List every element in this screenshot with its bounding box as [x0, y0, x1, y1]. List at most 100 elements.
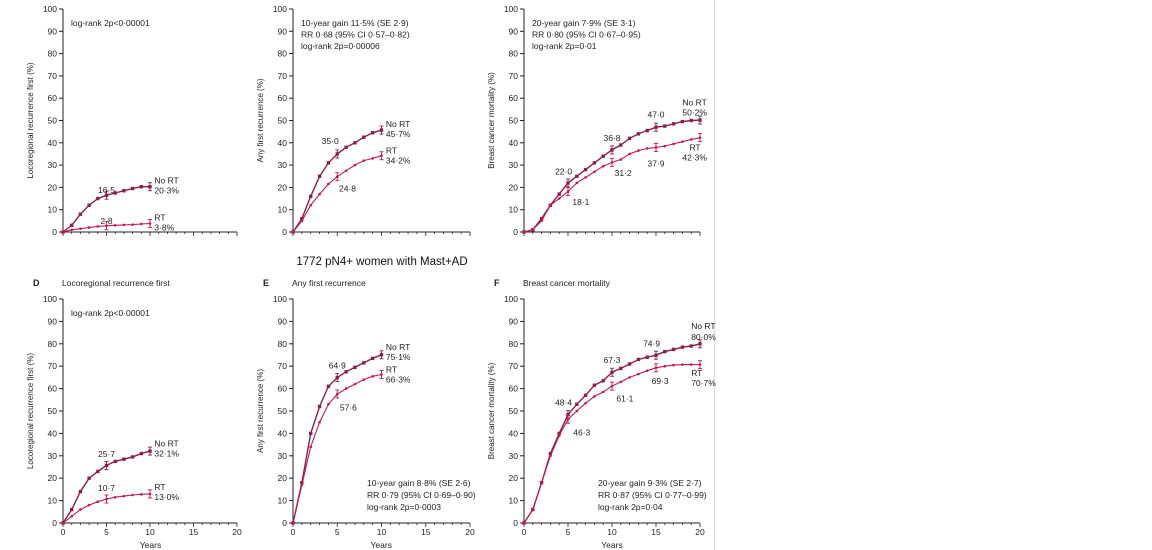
data-point-no-rt: [309, 431, 313, 436]
panel-divider: [714, 0, 715, 550]
data-label: No RT: [691, 321, 715, 331]
data-label: 57·6: [340, 403, 357, 413]
data-label: 37·9: [647, 158, 664, 168]
data-label: 80·0%: [691, 332, 716, 342]
stats-text: 10-year gain 8·8% (SE 2·6): [367, 478, 471, 488]
data-point-no-rt: [317, 404, 322, 409]
y-axis-label: Locoregional recurrence first (%): [26, 353, 35, 469]
y-tick-label: 60: [509, 384, 519, 394]
data-point-rt: [663, 144, 667, 148]
data-point-no-rt: [663, 349, 667, 354]
panel-c: 0 10 20 30 40 50 60 70 80 90 100 Breast cancer mort…: [487, 4, 707, 237]
data-point-rt: [87, 226, 91, 229]
data-point-rt: [113, 495, 117, 499]
data-point-no-rt: [122, 189, 126, 193]
data-point-no-rt: [130, 455, 135, 459]
y-axis-label: Breast cancer mortality (%): [487, 72, 496, 169]
data-point-no-rt: [627, 136, 632, 141]
data-point-rt: [318, 420, 321, 424]
x-tick-label: 15: [651, 527, 661, 537]
data-label: 50·2%: [682, 108, 707, 118]
y-tick-label: 60: [278, 93, 288, 103]
data-point-rt: [549, 454, 552, 458]
data-point-no-rt: [575, 402, 579, 406]
y-tick-label: 60: [48, 384, 58, 394]
data-point-no-rt: [601, 154, 605, 158]
middle-heading: 1772 pN4+ women with Mast+AD: [296, 256, 467, 268]
data-point-rt: [140, 222, 143, 226]
data-point-rt: [531, 508, 535, 511]
y-tick-label: 90: [509, 26, 519, 36]
data-point-no-rt: [636, 132, 641, 136]
data-point-rt: [122, 223, 126, 227]
y-tick-label: 50: [509, 116, 519, 126]
data-label: 34·2%: [386, 156, 411, 166]
data-point-no-rt: [583, 167, 588, 172]
data-label: 74·9: [643, 338, 660, 348]
y-tick-label: 10: [48, 205, 58, 215]
data-point-no-rt: [113, 191, 117, 195]
data-point-rt: [557, 434, 561, 437]
data-label: 67·3: [603, 355, 620, 365]
stats-text: 10-year gain 11·5% (SE 2·9): [301, 18, 409, 28]
y-tick-label: 70: [509, 361, 519, 371]
data-label: 10·7: [98, 483, 115, 493]
data-point-rt: [593, 395, 596, 398]
y-tick-label: 10: [278, 205, 288, 215]
y-tick-label: 90: [278, 316, 288, 326]
data-point-rt: [353, 382, 357, 386]
data-point-rt: [522, 521, 526, 525]
data-label: 45·7%: [386, 129, 411, 139]
data-point-rt: [584, 401, 587, 405]
y-tick-label: 10: [278, 496, 288, 506]
data-point-rt: [593, 170, 596, 174]
data-point-rt: [140, 493, 143, 496]
x-axis-label: Years: [140, 540, 161, 550]
data-point-no-rt: [592, 161, 597, 165]
data-label: 75·1%: [386, 352, 411, 362]
data-point-no-rt: [671, 122, 676, 126]
data-point-no-rt: [309, 194, 313, 199]
y-tick-label: 30: [509, 160, 519, 170]
data-point-rt: [681, 140, 684, 143]
data-point-rt: [628, 376, 631, 379]
data-point-no-rt: [344, 370, 348, 374]
data-label: RT: [154, 482, 165, 492]
data-point-rt: [122, 494, 126, 498]
y-tick-label: 50: [509, 406, 519, 416]
stats-text: log-rank 2p<0·00001: [71, 308, 150, 318]
stats-text: log-rank 2p=0·04: [598, 502, 663, 512]
data-point-rt: [689, 138, 693, 141]
data-label: 32·1%: [154, 449, 179, 459]
data-label: 48·4: [555, 398, 572, 408]
data-label: 42·3%: [682, 152, 707, 162]
data-label: 46·3: [573, 427, 590, 437]
y-tick-label: 40: [509, 138, 519, 148]
stats-text: log-rank 2p=0·01: [532, 41, 597, 51]
y-tick-label: 20: [48, 182, 58, 192]
data-point-rt: [557, 197, 561, 200]
y-tick-label: 10: [509, 496, 519, 506]
x-tick-label: 5: [104, 527, 109, 537]
data-label: 3·8%: [154, 223, 174, 233]
data-point-rt: [300, 219, 304, 223]
y-tick-label: 90: [48, 26, 58, 36]
data-point-rt: [70, 514, 73, 518]
y-tick-label: 80: [509, 49, 519, 59]
data-point-no-rt: [300, 216, 304, 221]
data-label: RT: [386, 146, 397, 156]
panel-letter: E: [263, 278, 269, 288]
y-tick-label: 60: [278, 384, 288, 394]
x-tick-label: 10: [607, 527, 617, 537]
data-point-no-rt: [671, 347, 676, 352]
data-point-no-rt: [96, 196, 100, 201]
data-point-rt: [300, 483, 304, 487]
data-label: No RT: [682, 98, 706, 108]
data-label: No RT: [154, 438, 178, 448]
data-label: No RT: [386, 119, 410, 129]
data-label: 16·5: [98, 185, 115, 195]
panel-title: Any first recurrence: [292, 278, 366, 288]
y-tick-label: 0: [282, 227, 287, 237]
data-point-rt: [663, 364, 667, 368]
y-tick-label: 40: [48, 138, 58, 148]
